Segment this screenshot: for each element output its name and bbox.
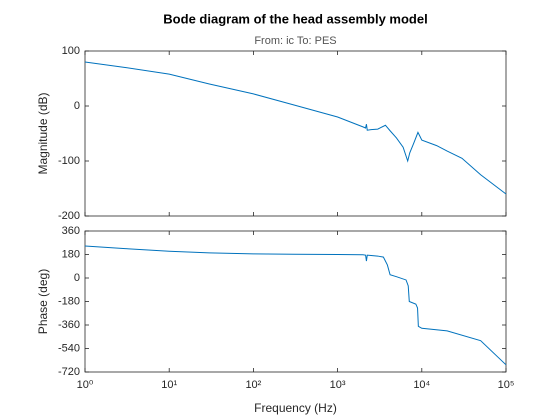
x-tick-label: 10² (245, 379, 261, 391)
x-tick-label: 10¹ (161, 379, 177, 391)
y-tick-label: -180 (58, 295, 80, 307)
y-tick-label: -200 (58, 210, 80, 222)
y-tick-label: 180 (62, 248, 80, 260)
y-tick-label: 0 (74, 272, 80, 284)
axes-frame (84, 230, 507, 373)
y-axis-label: Magnitude (dB) (36, 92, 50, 174)
y-tick-label: 0 (74, 100, 80, 112)
y-tick-label: 100 (62, 45, 80, 57)
x-tick-label: 10⁰ (77, 379, 94, 391)
y-tick-label: -360 (58, 319, 80, 331)
x-tick-label: 10⁴ (413, 379, 430, 391)
data-line (84, 245, 507, 366)
chart-title: Bode diagram of the head assembly model (163, 11, 427, 26)
y-tick-label: -100 (58, 155, 80, 167)
x-axis-label: Frequency (Hz) (254, 401, 337, 415)
axes-frame (84, 50, 507, 217)
y-axis-label: Phase (deg) (36, 269, 50, 334)
y-tick-label: -720 (58, 366, 80, 378)
y-tick-label: 360 (62, 225, 80, 237)
x-tick-label: 10³ (330, 379, 346, 391)
data-line (84, 61, 507, 195)
chart-subtitle: From: ic To: PES (254, 35, 336, 47)
x-tick-label: 10⁵ (498, 379, 515, 391)
y-tick-label: -540 (58, 342, 80, 354)
